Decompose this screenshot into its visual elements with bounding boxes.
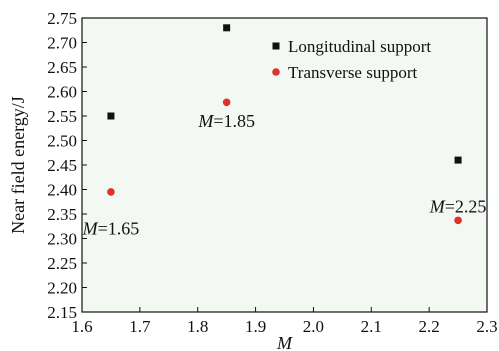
transverse-point [454,216,462,225]
annotations-layer: M=1.65 M=1.85 M=2.25 [82,111,487,239]
longitudinal-point [107,112,115,120]
y-tick-label: 2.65 [47,58,77,77]
transverse-point [222,98,231,107]
longitudinal-point [454,156,462,164]
x-axis-label: M [276,333,293,351]
plot-frame [81,17,488,313]
y-tick-label: 2.20 [47,279,77,298]
y-tick-label: 2.75 [47,9,77,28]
legend-marker [272,42,280,50]
y-tick-label: 2.70 [47,34,77,53]
x-tick-label: 2.0 [303,317,324,336]
y-tick-label: 2.55 [47,107,77,126]
x-tick-label: 1.8 [187,317,208,336]
points-layer [107,24,462,225]
annotation-label: M=1.85 [197,111,255,131]
legend: Longitudinal support Transverse support [272,37,431,82]
y-tick-label: 2.35 [47,205,77,224]
y-tick-label: 2.15 [47,303,77,322]
x-tick-label: 2.2 [419,317,440,336]
y-tick-label: 2.50 [47,132,77,151]
legend-label: Transverse support [288,63,418,82]
legend-label: Longitudinal support [288,37,431,56]
x-tick-label: 2.3 [476,317,497,336]
annotation-label: M=2.25 [429,197,487,217]
x-tick-label: 1.9 [245,317,266,336]
y-axis-label: Near field energy/J [8,96,28,234]
y-tick-label: 2.40 [47,181,77,200]
y-tick-label: 2.45 [47,156,77,175]
x-tick-label: 1.6 [71,317,92,336]
longitudinal-point [223,24,231,32]
legend-marker [272,68,280,76]
y-tick-label: 2.30 [47,230,77,249]
annotation-label: M=1.65 [82,219,140,239]
y-tick-label: 2.60 [47,83,77,102]
transverse-point [107,188,115,196]
ticks-layer: 1.6 1.7 1.8 1.9 2.0 2.1 2.2 2.3 2.15 2.20 2.25 2.30… [47,9,497,336]
x-tick-label: 1.7 [129,317,151,336]
plot-background [82,18,487,312]
y-tick-label: 2.25 [47,254,77,273]
x-tick-label: 2.1 [361,317,382,336]
